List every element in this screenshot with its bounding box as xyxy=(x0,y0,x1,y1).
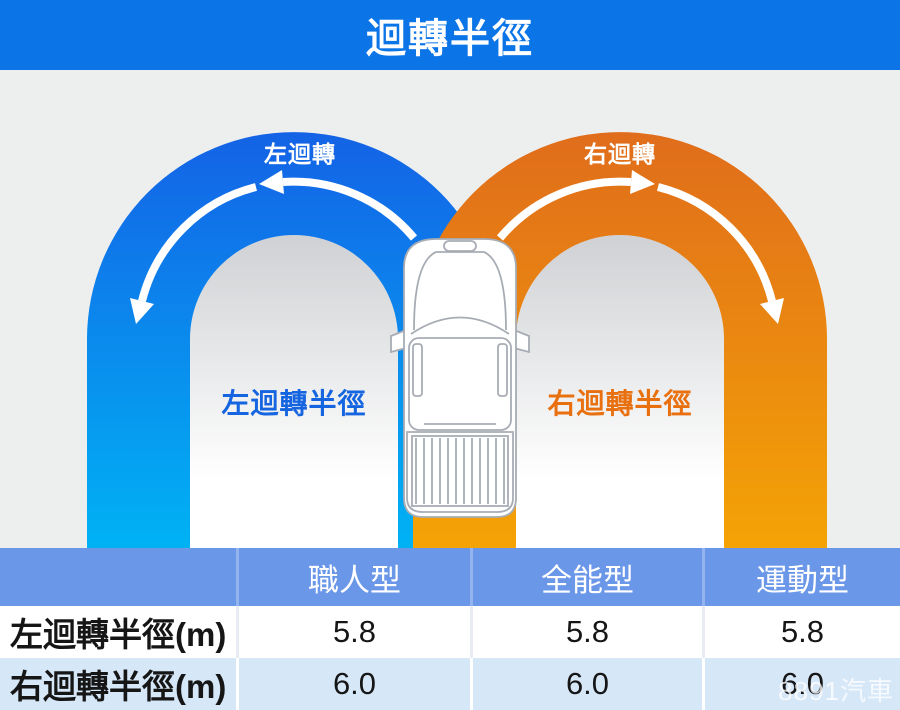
cell-value: 6.0 xyxy=(236,658,470,710)
car-top-view xyxy=(390,238,530,518)
table-row-right-radius: 右迴轉半徑(m) 6.0 6.0 6.0 xyxy=(0,658,900,710)
left-turn-arrow xyxy=(138,177,418,302)
left-turn-label: 左迴轉 xyxy=(264,141,336,167)
table-header-empty xyxy=(0,548,236,606)
right-turn-arrow xyxy=(496,177,776,302)
row-label: 右迴轉半徑(m) xyxy=(10,668,227,705)
cell-value: 5.8 xyxy=(236,606,470,658)
table-header-row: 職人型 全能型 運動型 xyxy=(0,548,900,606)
turning-diagram: 左迴轉 右迴轉 左迴轉半徑 右迴轉半徑 xyxy=(0,70,900,548)
table-header-trim-1: 職人型 xyxy=(236,548,470,606)
left-arch-inner-shade xyxy=(190,235,398,548)
car-body xyxy=(403,238,517,518)
left-turn-arch xyxy=(87,132,501,548)
right-turn-arrowheads xyxy=(630,170,784,324)
left-turn-arrowheads xyxy=(130,170,284,324)
left-turn-radius-label: 左迴轉半徑 xyxy=(221,388,367,419)
right-turn-arch xyxy=(413,132,827,548)
cell-value: 6.0 xyxy=(702,658,900,710)
table-header-trim-2: 全能型 xyxy=(470,548,702,606)
row-label: 左迴轉半徑(m) xyxy=(10,616,227,653)
table-row-left-radius: 左迴轉半徑(m) 5.8 5.8 5.8 xyxy=(0,606,900,658)
right-arch-inner-shade xyxy=(516,235,724,548)
right-turn-radius-label: 右迴轉半徑 xyxy=(547,388,693,419)
page-title: 迴轉半徑 xyxy=(0,0,900,70)
cell-value: 5.8 xyxy=(702,606,900,658)
cell-value: 6.0 xyxy=(470,658,702,710)
right-turn-label: 右迴轉 xyxy=(584,141,656,167)
turning-radius-table: 職人型 全能型 運動型 左迴轉半徑(m) 5.8 5.8 5.8 右迴轉半徑(m… xyxy=(0,548,900,710)
turning-arches-graphic xyxy=(87,132,827,548)
table-header-trim-3: 運動型 xyxy=(702,548,900,606)
cell-value: 5.8 xyxy=(470,606,702,658)
